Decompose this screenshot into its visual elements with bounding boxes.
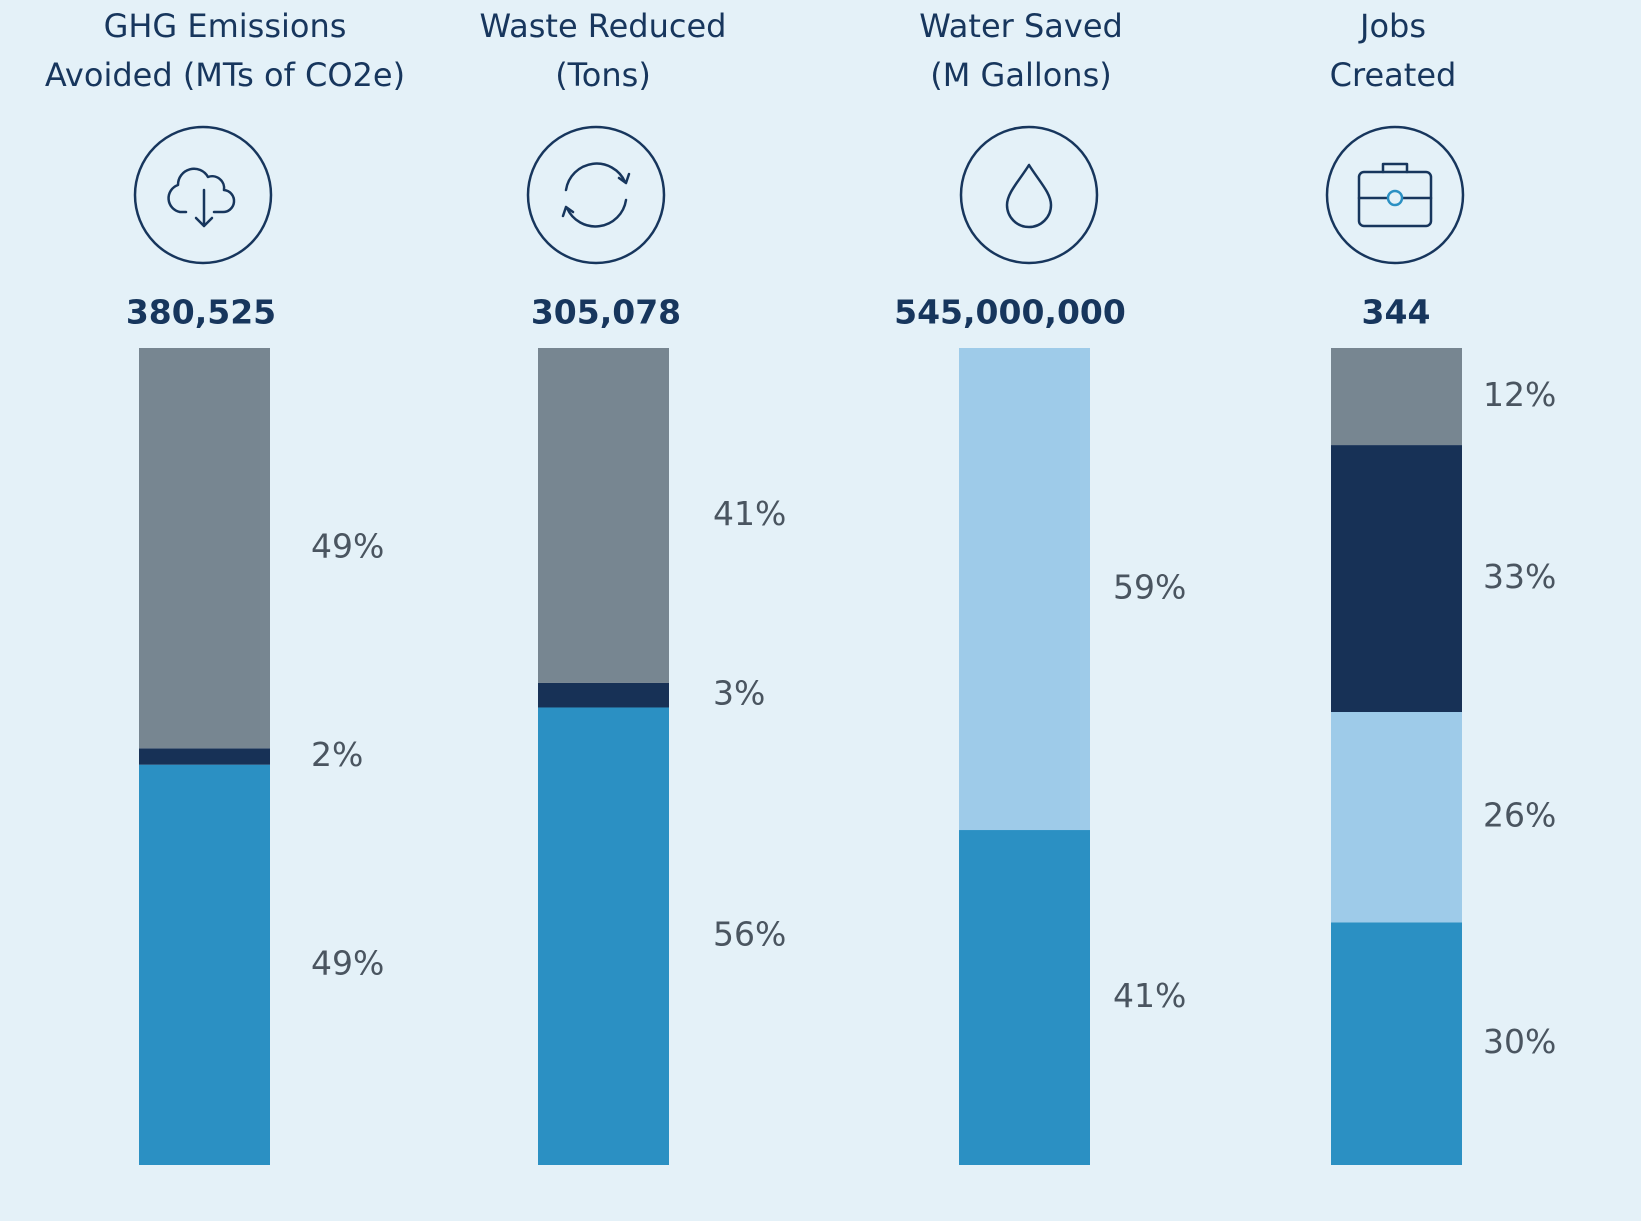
panel-title: Jobs <box>1358 7 1426 45</box>
panel-title: (M Gallons) <box>930 56 1111 94</box>
panel-title: Created <box>1330 56 1457 94</box>
panel-title: GHG Emissions <box>104 7 347 45</box>
bar-segment <box>1331 445 1462 713</box>
segment-label: 12% <box>1483 375 1556 414</box>
panel-title: Water Saved <box>919 7 1123 45</box>
icon-drop <box>959 125 1099 265</box>
panel-total: 305,078 <box>531 293 681 332</box>
panel-total: 380,525 <box>126 293 276 332</box>
bar-segment <box>1331 922 1462 1165</box>
panel-total: 344 <box>1362 293 1431 332</box>
segment-label: 41% <box>713 494 786 533</box>
bar-segment <box>538 707 669 1165</box>
bar-segment <box>538 348 669 683</box>
segment-label: 26% <box>1483 796 1556 835</box>
segment-label: 56% <box>713 915 786 954</box>
segment-label: 49% <box>311 527 384 566</box>
panel-title: Waste Reduced <box>480 7 727 45</box>
bar-segment <box>139 748 270 765</box>
segment-label: 2% <box>311 735 363 774</box>
segment-label: 49% <box>311 943 384 982</box>
bar-segment <box>959 830 1090 1165</box>
bar-segment <box>139 348 270 749</box>
bar-segment <box>959 348 1090 831</box>
bar-segment <box>1331 712 1462 923</box>
panel-total: 545,000,000 <box>894 293 1126 332</box>
bar-segment <box>139 764 270 1165</box>
icon-recycle <box>526 125 666 265</box>
segment-label: 30% <box>1483 1022 1556 1061</box>
panel-title: Avoided (MTs of CO2e) <box>45 56 405 94</box>
segment-label: 33% <box>1483 557 1556 596</box>
segment-label: 59% <box>1113 568 1186 607</box>
segment-label: 41% <box>1113 976 1186 1015</box>
icon-briefcase <box>1325 125 1465 265</box>
segment-label: 3% <box>713 674 765 713</box>
bar-segment <box>1331 348 1462 446</box>
panel-title: (Tons) <box>555 56 651 94</box>
icon-cloud <box>133 125 273 265</box>
bar-segment <box>538 682 669 708</box>
